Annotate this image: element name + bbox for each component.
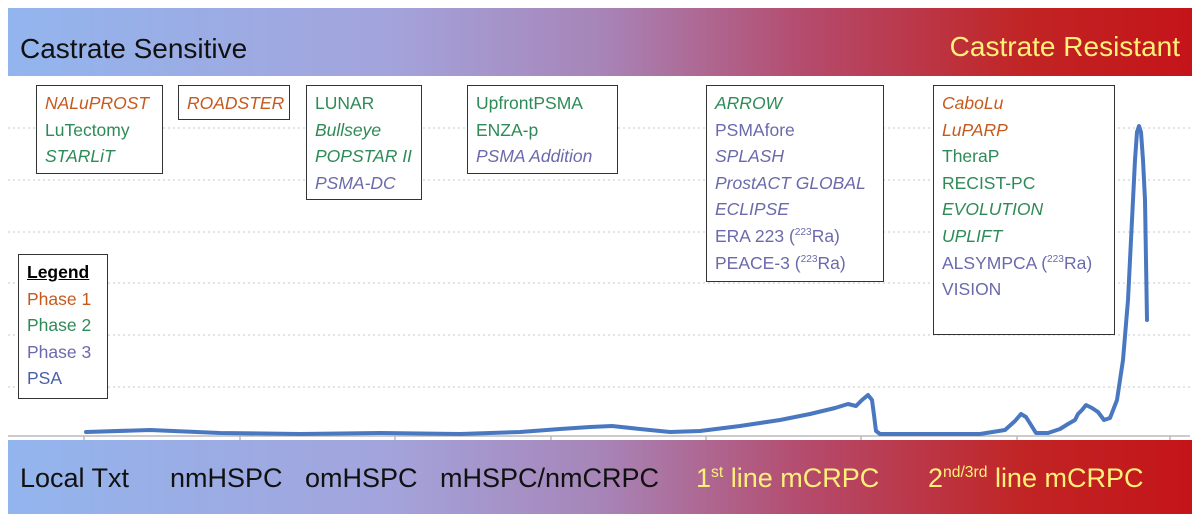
- trial-psmafore: PSMAfore: [715, 119, 795, 140]
- trial-eclipse: ECLIPSE: [715, 199, 789, 220]
- trial-era-223: ERA 223 (223Ra): [715, 225, 840, 246]
- trial-nalu-prost: NALuPROST: [45, 93, 150, 113]
- disease-burden-curve: [84, 124, 1149, 436]
- trial-upfront-psma: UpfrontPSMA: [476, 93, 583, 113]
- trial-box-mhspc: UpfrontPSMA ENZA-p PSMA Addition: [467, 85, 618, 174]
- trial-prostact-global: ProstACT GLOBAL: [715, 172, 866, 193]
- legend-item-phase-1: Phase 1: [27, 288, 92, 309]
- trial-cabolu: CaboLu: [942, 93, 1004, 113]
- castration-status-banner: Castrate Sensitive Castrate Resistant: [8, 8, 1192, 76]
- stage-nmhspc: nmHSPC: [170, 463, 283, 493]
- trial-vision: VISION: [942, 279, 1002, 300]
- stage-first-line-mcrpc: 1st line mCRPC: [696, 463, 880, 493]
- trial-lutectomy: LuTectomy: [45, 119, 130, 140]
- stage-second-third-line-mcrpc: 2nd/3rd line mCRPC: [928, 463, 1144, 493]
- trial-uplift: UPLIFT: [942, 225, 1003, 246]
- trial-enza-p: ENZA-p: [476, 119, 539, 140]
- trial-psma-addition: PSMA Addition: [476, 146, 593, 167]
- legend-item-psa: PSA: [27, 368, 63, 389]
- trial-alsympca: ALSYMPCA (223Ra): [942, 252, 1093, 273]
- trial-arrow: ARROW: [715, 93, 783, 113]
- trial-luparp: LuPARP: [942, 119, 1008, 140]
- stage-mhspc-nmcrpc: mHSPC/nmCRPC: [440, 463, 660, 493]
- legend-item-phase-2: Phase 2: [27, 315, 92, 336]
- trial-psma-dc: PSMA-DC: [315, 172, 396, 193]
- trial-roadster: ROADSTER: [187, 93, 285, 113]
- disease-stage-banner: Local Txt nmHSPC omHSPC mHSPC/nmCRPC 1st…: [8, 440, 1192, 514]
- legend-title: Legend: [27, 262, 90, 282]
- trial-evolution: EVOLUTION: [942, 199, 1044, 220]
- legend-box: Legend Phase 1 Phase 2 Phase 3 PSA: [18, 254, 108, 399]
- trial-splash: SPLASH: [715, 146, 785, 167]
- trial-box-omhspc: LUNAR Bullseye POPSTAR II PSMA-DC: [306, 85, 422, 200]
- trial-bullseye: Bullseye: [315, 119, 382, 140]
- stage-omhspc: omHSPC: [305, 463, 418, 493]
- trial-box-nmhspc: ROADSTER: [178, 85, 290, 120]
- stage-local-txt: Local Txt: [20, 463, 130, 493]
- castrate-sensitive-label: Castrate Sensitive: [20, 33, 248, 64]
- trial-recist-pc: RECIST-PC: [942, 172, 1036, 193]
- castrate-resistant-label: Castrate Resistant: [949, 31, 1180, 62]
- trial-starlit: STARLiT: [45, 146, 115, 167]
- legend-item-phase-3: Phase 3: [27, 341, 92, 362]
- trial-popstar-ii: POPSTAR II: [315, 146, 412, 167]
- trial-box-local-txt: NALuPROST LuTectomy STARLiT: [36, 85, 163, 174]
- trial-therap: TheraP: [942, 146, 1000, 167]
- trial-peace-3: PEACE-3 (223Ra): [715, 252, 846, 273]
- trial-lunar: LUNAR: [315, 93, 375, 113]
- trial-box-first-line: ARROW PSMAfore SPLASH ProstACT GLOBAL EC…: [706, 85, 884, 282]
- trial-box-second-line: CaboLu LuPARP TheraP RECIST-PC EVOLUTION…: [933, 85, 1115, 335]
